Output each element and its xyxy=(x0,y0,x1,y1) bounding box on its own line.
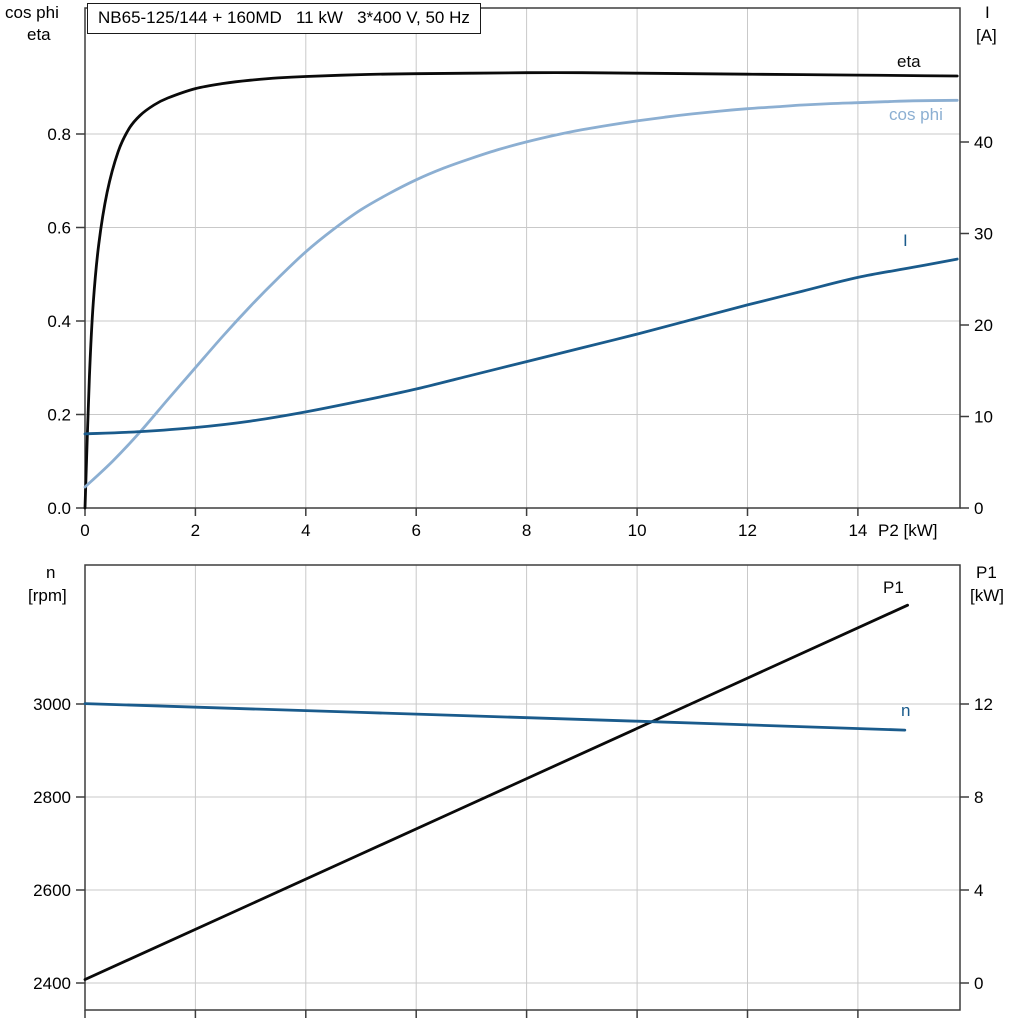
x-tick-label: 6 xyxy=(411,521,420,540)
series-curve-i xyxy=(83,257,959,436)
bottom-right-axis-label-line1: P1 xyxy=(976,563,997,582)
curve-label-n: n xyxy=(901,701,911,720)
x-tick-label: 10 xyxy=(628,521,647,540)
series-curve-eta xyxy=(83,71,959,510)
y-left-tick-label: 0.6 xyxy=(47,219,71,238)
curve-label-eta: eta xyxy=(897,52,921,71)
curve-label-p1: P1 xyxy=(883,578,904,597)
y-right-tick-label: 12 xyxy=(974,695,993,714)
x-tick-label: 0 xyxy=(80,521,89,540)
y-left-tick-label: 0.2 xyxy=(47,406,71,425)
plot-frame xyxy=(84,7,961,509)
y-right-tick-label: 20 xyxy=(974,316,993,335)
y-left-tick-label: 0.0 xyxy=(47,499,71,518)
y-right-tick-label: 40 xyxy=(974,133,993,152)
y-left-tick-label: 2600 xyxy=(33,881,71,900)
y-right-tick-label: 10 xyxy=(974,408,993,427)
bottom-right-axis-label-line2: [kW] xyxy=(970,586,1004,605)
curve-label-cosphi: cos phi xyxy=(889,105,943,124)
y-left-tick-label: 0.8 xyxy=(47,125,71,144)
y-left-tick-label: 2800 xyxy=(33,788,71,807)
y-right-tick-label: 8 xyxy=(974,788,983,807)
x-tick-label: 4 xyxy=(301,521,310,540)
series-curve-n xyxy=(83,702,907,732)
bottom-left-axis-label-line1: n xyxy=(46,563,56,582)
plot-frame xyxy=(84,564,961,1011)
x-tick-label: 2 xyxy=(191,521,200,540)
y-right-tick-label: 4 xyxy=(974,881,983,900)
chart-bottom: 2400 2600 2800 3000 0 4 8 12 xyxy=(33,564,993,1018)
x-tick-label: 14 xyxy=(848,521,867,540)
y-left-tick-label: 0.4 xyxy=(47,312,71,331)
series-curve-p1 xyxy=(83,603,909,981)
y-left-tick-label: 3000 xyxy=(33,695,71,714)
y-left-tick-label: 2400 xyxy=(33,974,71,993)
series-curve-cos-phi xyxy=(83,98,959,489)
curve-label-current: I xyxy=(903,231,908,250)
bottom-left-axis-label-line2: [rpm] xyxy=(28,586,67,605)
y-right-tick-label: 0 xyxy=(974,499,983,518)
y-right-tick-label: 30 xyxy=(974,225,993,244)
x-tick-label: 12 xyxy=(738,521,757,540)
top-x-axis-label: P2 [kW] xyxy=(878,521,938,540)
chart-top: 0.0 0.2 0.4 0.6 0.8 0 10 20 30 40 0 2 4 6 8 10 12 14 xyxy=(47,7,993,540)
top-right-axis-label-line1: I xyxy=(985,3,990,22)
top-left-axis-label-line1: cos phi xyxy=(5,3,59,22)
x-tick-label: 8 xyxy=(522,521,531,540)
y-right-tick-label: 0 xyxy=(974,974,983,993)
chart-title-box: NB65-125/144 + 160MD 11 kW 3*400 V, 50 H… xyxy=(87,3,481,34)
top-right-axis-label-line2: [A] xyxy=(976,26,997,45)
top-left-axis-label-line2: eta xyxy=(27,25,51,44)
